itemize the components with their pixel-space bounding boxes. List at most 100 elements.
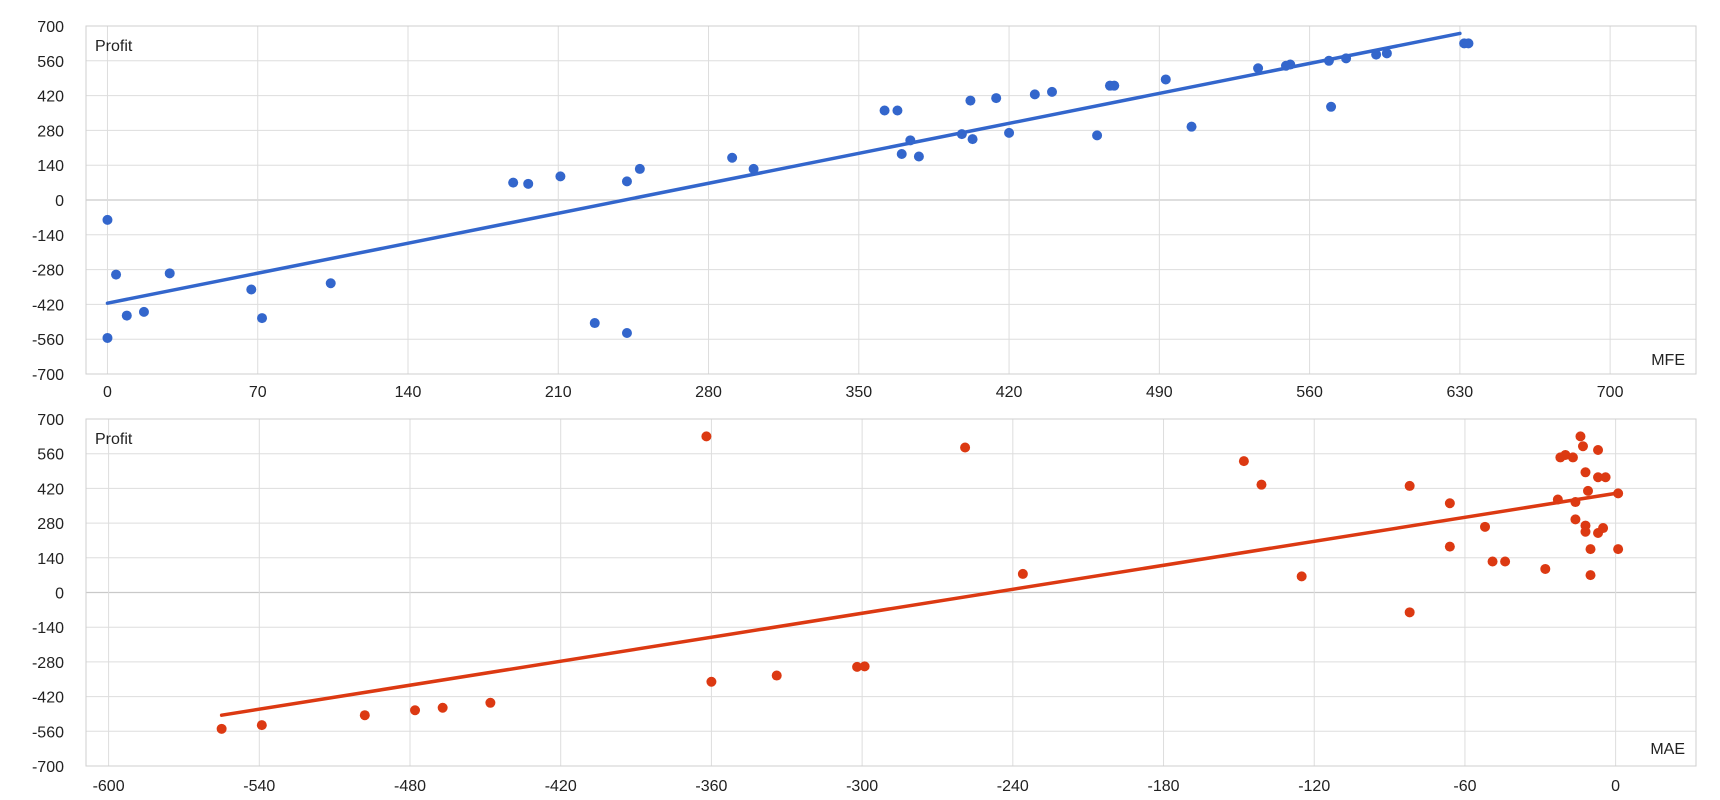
mfe-data-point [121,310,132,321]
mfe-data-point [956,129,967,140]
mfe-x-tick-label: 420 [996,384,1023,400]
mfe-data-point [138,306,149,317]
mfe-data-point [257,313,268,324]
mfe-data-point [1186,121,1197,132]
mae-data-point [1404,480,1415,491]
mae-data-point [1570,497,1581,508]
mae-data-point [485,697,496,708]
mae-x-tick-label: -540 [243,778,275,795]
mfe-data-point [905,135,916,146]
mae-x-tick-label: 0 [1611,778,1620,795]
mfe-data-point [111,269,122,280]
mfe-data-point [102,332,113,343]
mfe-x-tick-label: 280 [695,384,722,400]
mfe-data-point [589,318,600,329]
mae-data-point [1613,488,1624,499]
mfe-data-point [508,177,519,188]
mae-data-point [1017,568,1028,579]
mae-data-point [1500,556,1511,567]
mfe-data-point [555,171,566,182]
mfe-y-tick-label: 140 [37,158,64,175]
mae-data-point [359,710,370,721]
mae-y-tick-label: -280 [32,655,64,672]
mfe-data-point [1004,127,1015,138]
mae-data-point [1577,441,1588,452]
mae-data-point [1480,521,1491,532]
mae-data-point [1296,571,1307,582]
mae-y-tick-label: 560 [37,447,64,464]
mae-plot-frame [85,418,1697,767]
mae-data-point [960,442,971,453]
mae-data-point [1487,556,1498,567]
mfe-data-point [1323,55,1334,66]
mae-y-tick-label: 280 [37,516,64,533]
mae-x-tick-label: -60 [1453,778,1476,795]
mae-data-point [1552,494,1563,505]
mfe-data-point [523,178,534,189]
mfe-y-tick-label: 280 [37,123,64,140]
mfe-data-point [896,149,907,160]
mfe-data-point [164,268,175,279]
mae-data-point [1560,449,1571,460]
mfe-data-point [1326,101,1337,112]
mfe-data-point [1253,63,1264,74]
mfe-data-point [748,163,759,174]
mfe-x-tick-label: 630 [1447,384,1474,400]
mfe-data-point [1463,38,1474,49]
mae-y-tick-label: -560 [32,724,64,741]
mfe-x-tick-label: 700 [1597,384,1624,400]
mae-data-point [1600,472,1611,483]
mae-data-point [706,676,717,687]
mfe-y-axis-label: Profit [95,38,133,55]
mfe-data-point [1285,59,1296,70]
mae-y-tick-label: -420 [32,690,64,707]
mae-x-tick-label: -180 [1148,778,1180,795]
mfe-x-tick-label: 0 [103,384,112,400]
mfe-y-tick-label: -280 [32,263,64,280]
mfe-y-tick-label: 560 [37,54,64,71]
mae-data-point [1238,456,1249,467]
mfe-data-point [1029,89,1040,100]
mae-x-tick-label: -300 [846,778,878,795]
mae-x-tick-label: -420 [545,778,577,795]
mfe-x-tick-label: 70 [249,384,267,400]
mfe-y-tick-label: -420 [32,297,64,314]
mae-x-tick-label: -480 [394,778,426,795]
mfe-data-point [727,152,738,163]
mae-y-tick-label: 0 [55,586,64,603]
mae-profit-scatter-chart: 7005604202801400-140-280-420-560-700-600… [32,412,1697,795]
mae-y-tick-label: 140 [37,551,64,568]
mae-x-tick-label: -600 [93,778,125,795]
mfe-data-point [621,327,632,338]
mfe-y-tick-label: -560 [32,332,64,349]
mae-data-point [771,670,782,681]
mfe-data-point [879,105,890,116]
mfe-data-point [913,151,924,162]
mfe-data-point [965,95,976,106]
mfe-data-point [325,278,336,289]
mae-data-point [1540,563,1551,574]
mfe-data-point [246,284,257,295]
mfe-x-tick-label: 140 [395,384,422,400]
mae-data-point [1570,514,1581,525]
mfe-data-point [1381,48,1392,59]
mfe-y-tick-label: 0 [55,193,64,210]
mae-data-point [1567,452,1578,463]
mae-x-tick-label: -360 [695,778,727,795]
mae-data-point [859,661,870,672]
mae-data-point [1580,467,1591,478]
mfe-y-tick-label: -140 [32,228,64,245]
mfe-data-point [634,163,645,174]
mae-y-tick-label: -140 [32,620,64,637]
mfe-data-point [967,134,978,145]
mae-data-point [1444,498,1455,509]
mae-data-point [1585,570,1596,581]
mae-data-point [852,661,863,672]
mae-x-axis-label: MAE [1650,741,1685,758]
mae-y-tick-label: 700 [37,412,64,429]
mae-data-point [1593,472,1604,483]
mfe-plot-frame [85,25,1697,375]
mae-data-point [216,723,227,734]
mae-data-point [410,705,421,716]
